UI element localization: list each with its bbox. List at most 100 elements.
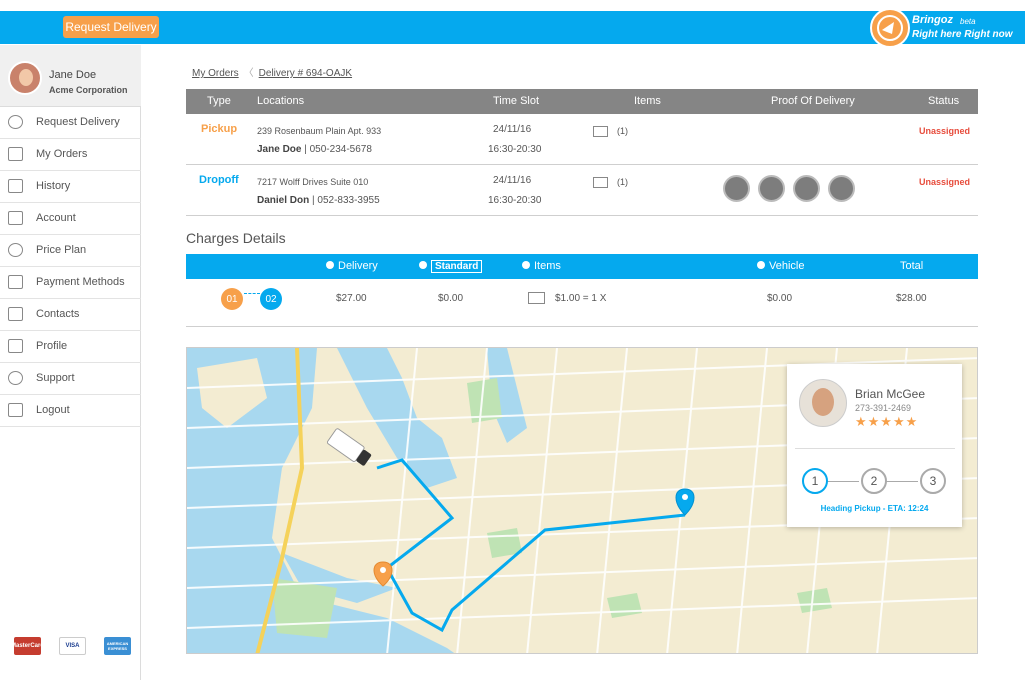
brand-name: Bringoz	[912, 14, 953, 26]
sidebar-item-contacts[interactable]: Contacts	[0, 299, 141, 331]
sidebar-item-request-delivery[interactable]: Request Delivery	[0, 107, 141, 139]
column-header-proof-of-delivery: Proof Of Delivery	[771, 95, 855, 107]
glasses-icon[interactable]	[793, 175, 820, 202]
pickup-address: 239 Rosenbaum Plain Apt. 933	[257, 126, 382, 136]
type-pickup: Pickup	[201, 123, 238, 135]
envelope-icon[interactable]	[593, 177, 608, 188]
user-profile[interactable]: Jane Doe Acme Corporation	[0, 45, 141, 107]
request-delivery-button[interactable]: Request Delivery	[63, 16, 159, 38]
charges-col-vehicle: Vehicle	[757, 260, 804, 272]
column-header-type: Type	[207, 95, 231, 107]
top-bar: Request Delivery Bringoz beta Right here…	[0, 0, 1025, 48]
brand-beta: beta	[960, 17, 976, 26]
user-company: Acme Corporation	[49, 85, 128, 95]
breadcrumb-my-orders[interactable]: My Orders	[192, 68, 239, 79]
sidebar-item-label: My Orders	[36, 148, 88, 160]
wallet-icon	[8, 211, 23, 225]
credit-card-icon	[8, 275, 23, 289]
dropoff-time: 16:30-20:30	[488, 195, 542, 206]
pickup-pin-icon[interactable]	[373, 561, 393, 587]
pickup-time: 16:30-20:30	[488, 144, 542, 155]
charges-col-total: Total	[900, 260, 924, 272]
envelope-icon[interactable]	[593, 126, 608, 137]
sidebar-item-history[interactable]: History	[0, 171, 141, 203]
charges-items: $1.00 = 1 X	[555, 293, 607, 304]
column-header-items: Items	[634, 95, 661, 107]
sidebar-item-label: Support	[36, 372, 75, 384]
charges-standard: $0.00	[438, 293, 464, 304]
sidebar-item-label: Account	[36, 212, 76, 224]
id-card-icon[interactable]	[723, 175, 750, 202]
step-connector	[244, 293, 260, 294]
plus-circle-icon	[8, 115, 23, 129]
breadcrumb: My Orders 〈 Delivery # 694-OAJK	[192, 64, 352, 79]
driver-card[interactable]: Brian McGee 273-391-2469 ★★★★★ 1 2 3 Hea…	[787, 364, 962, 527]
sidebar-menu: Request Delivery My Orders History Accou…	[0, 107, 141, 427]
driver-status: Heading Pickup - ETA: 12:24	[820, 504, 929, 513]
charges-row: 01 02 $27.00 $0.00 $1.00 = 1 X $0.00 $28…	[186, 279, 978, 327]
sidebar-item-support[interactable]: Support	[0, 363, 141, 395]
dropoff-pin-icon[interactable]	[675, 488, 695, 516]
map-canvas	[187, 348, 977, 653]
step-02: 02	[260, 288, 282, 310]
type-dropoff: Dropoff	[199, 174, 239, 186]
avatar	[8, 61, 42, 95]
charges-header: Delivery Standard Items Vehicle Total	[186, 254, 978, 279]
person-icon[interactable]	[758, 175, 785, 202]
headset-icon	[8, 371, 23, 385]
sidebar-item-payment-methods[interactable]: Payment Methods	[0, 267, 141, 299]
star-rating-icon: ★★★★★	[855, 414, 919, 429]
history-icon	[8, 179, 23, 193]
breadcrumb-current[interactable]: Delivery # 694-OAJK	[258, 68, 353, 79]
dropoff-contact: Daniel Don | 052-833-3955	[257, 195, 380, 206]
charges-title: Charges Details	[186, 230, 286, 246]
charges-col-delivery: Delivery	[326, 260, 378, 272]
charges-delivery: $27.00	[336, 293, 367, 304]
route-map[interactable]: Brian McGee 273-391-2469 ★★★★★ 1 2 3 Hea…	[186, 347, 978, 654]
dollar-icon	[8, 243, 23, 257]
charges-col-standard[interactable]: Standard	[419, 260, 483, 273]
brand-tagline: Right here Right now	[912, 29, 1013, 40]
sidebar-item-label: Payment Methods	[36, 276, 125, 288]
sidebar-item-label: Price Plan	[36, 244, 87, 256]
step-connector	[886, 481, 918, 482]
table-row-pickup[interactable]: Pickup 239 Rosenbaum Plain Apt. 933 Jane…	[186, 114, 978, 165]
sidebar-item-logout[interactable]: Logout	[0, 395, 141, 427]
user-name: Jane Doe	[49, 69, 97, 81]
sidebar-item-account[interactable]: Account	[0, 203, 141, 235]
sidebar-item-my-orders[interactable]: My Orders	[0, 139, 141, 171]
contacts-icon	[8, 307, 23, 321]
sidebar-item-profile[interactable]: Profile	[0, 331, 141, 363]
status-badge: Unassigned	[919, 126, 971, 136]
column-header-status: Status	[928, 95, 960, 107]
bringoz-logo-icon	[870, 8, 910, 48]
brand[interactable]: Bringoz beta Right here Right now	[870, 8, 1020, 48]
sidebar-item-label: Contacts	[36, 308, 80, 320]
charges-col-items: Items	[522, 260, 561, 272]
mastercard-icon: MasterCard	[11, 637, 44, 655]
dropoff-date: 24/11/16	[493, 175, 532, 186]
step-01: 01	[221, 288, 243, 310]
sidebar-item-label: Logout	[36, 404, 70, 416]
payment-cards: MasterCard VISA AMERICAN EXPRESS	[11, 637, 132, 657]
envelope-icon	[528, 292, 545, 304]
info-icon	[326, 261, 334, 269]
breadcrumb-separator-icon: 〈	[243, 68, 254, 79]
box-icon	[8, 147, 23, 161]
step-connector	[827, 481, 859, 482]
table-row-dropoff[interactable]: Dropoff 7217 Wolff Drives Suite 010 Dani…	[186, 165, 978, 216]
truck-icon	[326, 428, 372, 466]
driver-step-2: 2	[861, 468, 887, 494]
pickup-items-count: (1)	[617, 126, 628, 136]
sidebar-item-price-plan[interactable]: Price Plan	[0, 235, 141, 267]
pickup-date: 24/11/16	[493, 124, 532, 135]
driver-phone: 273-391-2469	[855, 403, 912, 413]
amex-icon: AMERICAN EXPRESS	[104, 637, 131, 655]
driver-step-1: 1	[802, 468, 828, 494]
signature-icon[interactable]	[828, 175, 855, 202]
charges-vehicle: $0.00	[767, 293, 793, 304]
dropoff-address: 7217 Wolff Drives Suite 010	[257, 177, 369, 187]
info-icon	[757, 261, 765, 269]
info-icon	[522, 261, 530, 269]
status-badge: Unassigned	[919, 177, 971, 187]
